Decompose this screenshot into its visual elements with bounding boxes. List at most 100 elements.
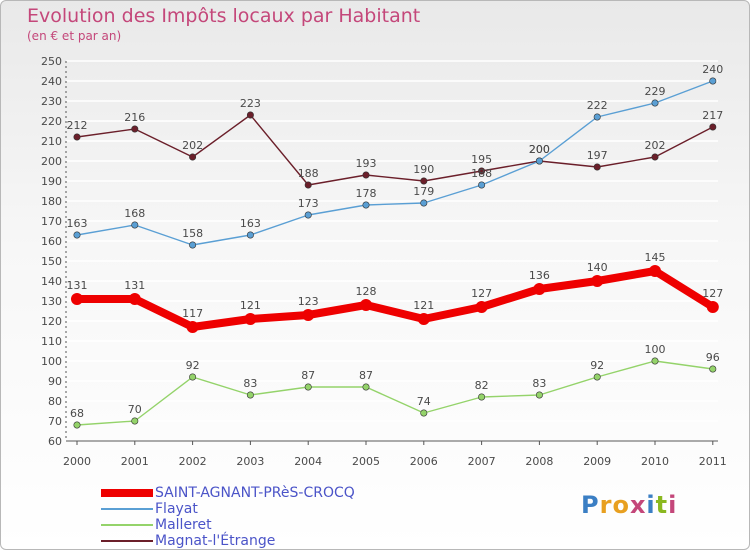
legend-label: Malleret [155, 517, 212, 533]
x-tick-label: 2002 [179, 455, 207, 468]
data-point [360, 299, 372, 311]
y-tick-label: 180 [41, 195, 62, 208]
data-label: 178 [356, 187, 377, 200]
data-label: 83 [532, 377, 546, 390]
data-point [304, 181, 312, 189]
data-point [651, 99, 659, 107]
data-label: 216 [124, 111, 145, 124]
y-tick-label: 250 [41, 55, 62, 68]
y-tick-label: 170 [41, 215, 62, 228]
x-tick-label: 2007 [468, 455, 496, 468]
data-point [189, 153, 197, 161]
data-point [651, 357, 659, 365]
x-tick-label: 2004 [294, 455, 322, 468]
data-point [478, 181, 486, 189]
data-label: 127 [471, 287, 492, 300]
series-line [76, 114, 714, 186]
data-point [593, 113, 601, 121]
data-point [304, 383, 312, 391]
legend-swatch [101, 508, 153, 510]
data-point [420, 177, 428, 185]
legend-label: SAINT-AGNANT-PRèS-CROCQ [155, 485, 355, 501]
y-tick-label: 100 [41, 355, 62, 368]
data-point [706, 301, 719, 313]
x-tick-label: 2010 [641, 455, 669, 468]
data-point [362, 383, 370, 391]
y-tick-label: 240 [41, 75, 62, 88]
y-tick-label: 110 [41, 335, 62, 348]
data-label: 140 [587, 261, 608, 274]
x-tick-label: 2003 [236, 455, 264, 468]
data-label: 222 [587, 99, 608, 112]
data-label: 190 [413, 163, 434, 176]
y-tick-label: 130 [41, 295, 62, 308]
data-label: 229 [645, 85, 666, 98]
y-tick-label: 220 [41, 115, 62, 128]
data-label: 74 [417, 395, 431, 408]
logo-letter: t [655, 491, 669, 519]
data-point [417, 313, 430, 325]
data-point [128, 293, 141, 305]
data-point [593, 373, 601, 381]
data-label: 223 [240, 97, 261, 110]
data-label: 123 [298, 295, 319, 308]
data-label: 128 [356, 285, 377, 298]
x-tick-label: 2006 [410, 455, 438, 468]
data-point [709, 123, 717, 131]
data-point [478, 167, 486, 175]
data-label: 193 [356, 157, 377, 170]
data-label: 145 [645, 251, 666, 264]
y-tick-label: 190 [41, 175, 62, 188]
y-tick-label: 160 [41, 235, 62, 248]
chart-title: Evolution des Impôts locaux par Habitant [27, 5, 421, 27]
chart-subtitle: (en € et par an) [27, 29, 122, 43]
data-point [591, 275, 604, 287]
data-label: 240 [702, 63, 723, 76]
data-label: 121 [240, 299, 261, 312]
data-point [651, 153, 659, 161]
data-label: 136 [529, 269, 550, 282]
data-label: 96 [706, 351, 720, 364]
data-label: 68 [70, 407, 84, 420]
data-label: 197 [587, 149, 608, 162]
logo-letter: x [629, 491, 647, 519]
data-label: 117 [182, 307, 203, 320]
data-label: 100 [645, 343, 666, 356]
data-label: 173 [298, 197, 319, 210]
y-tick-label: 60 [48, 435, 62, 448]
data-point [71, 293, 83, 305]
legend-swatch [101, 540, 153, 542]
series-line [76, 360, 714, 426]
data-point [420, 409, 428, 417]
data-point [362, 171, 370, 179]
data-label: 179 [413, 185, 434, 198]
data-label: 83 [243, 377, 257, 390]
data-label: 82 [475, 379, 489, 392]
data-point [246, 111, 254, 119]
data-label: 202 [645, 139, 666, 152]
x-tick-label: 2000 [63, 455, 91, 468]
data-point [131, 125, 139, 133]
x-tick-label: 2011 [699, 455, 727, 468]
data-point [73, 133, 81, 141]
data-point [475, 301, 488, 313]
data-point [73, 231, 81, 239]
data-point [649, 265, 661, 277]
x-tick-label: 2001 [121, 455, 149, 468]
series-line [76, 80, 714, 246]
y-tick-label: 200 [41, 155, 62, 168]
data-label: 168 [124, 207, 145, 220]
data-label: 202 [182, 139, 203, 152]
data-label: 163 [67, 217, 88, 230]
data-label: 200 [529, 143, 550, 156]
data-point [186, 321, 199, 333]
data-label: 70 [128, 403, 142, 416]
legend-swatch [101, 489, 153, 497]
x-tick-label: 2009 [583, 455, 611, 468]
data-label: 188 [471, 167, 492, 180]
data-point [709, 365, 717, 373]
data-label: 217 [702, 109, 723, 122]
data-point [73, 421, 81, 429]
data-point [362, 201, 370, 209]
